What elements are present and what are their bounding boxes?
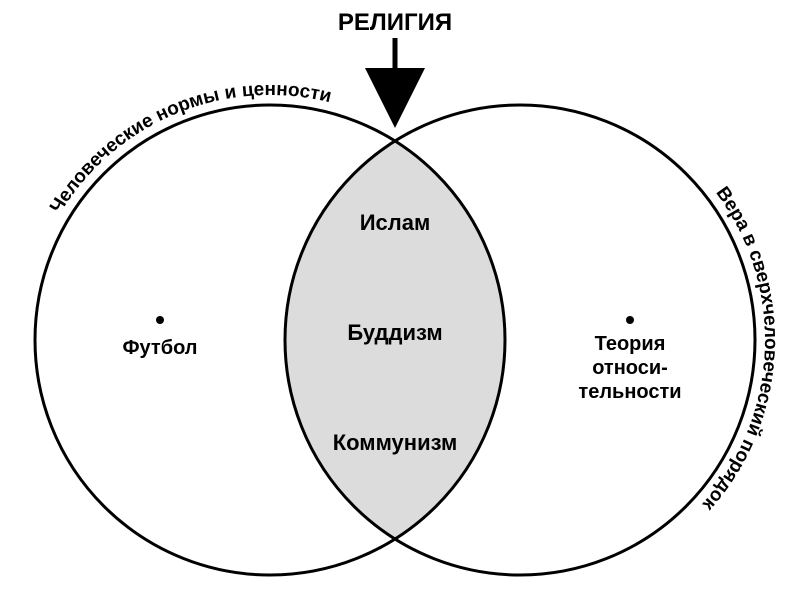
left-only-bullet	[156, 316, 164, 324]
right-only-bullet	[626, 316, 634, 324]
venn-diagram: Человеческие нормы и ценности Вера в све…	[0, 0, 790, 593]
overlap-item-2: Коммунизм	[333, 430, 458, 455]
right-only-label: Теорияотноси-тельности	[578, 333, 681, 403]
diagram-title: РЕЛИГИЯ	[338, 9, 452, 36]
overlap-item-0: Ислам	[360, 210, 431, 235]
left-circle-label: Человеческие нормы и ценности	[46, 79, 333, 217]
right-circle-label: Вера в сверхчеловеческий порядок	[698, 183, 781, 515]
left-only-label: Футбол	[122, 337, 197, 359]
overlap-item-1: Буддизм	[347, 320, 442, 345]
